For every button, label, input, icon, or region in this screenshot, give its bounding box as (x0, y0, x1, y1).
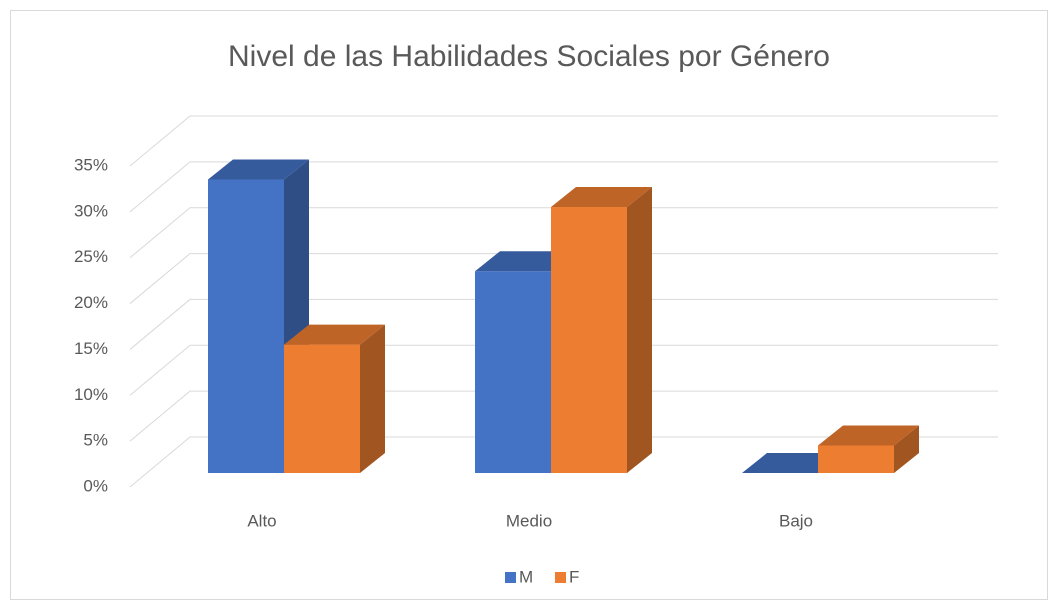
bar-top (284, 324, 385, 345)
bar-top (742, 453, 843, 473)
chart-title: Nivel de las Habilidades Sociales por Gé… (228, 40, 830, 73)
y-tick-label: 0% (83, 476, 108, 495)
bar-front (551, 207, 627, 473)
grid-line (129, 344, 998, 396)
grid-line (129, 161, 998, 213)
bar-top (208, 159, 309, 180)
grid-line (129, 253, 998, 304)
legend-swatch (505, 572, 516, 583)
x-tick-label: Bajo (779, 511, 813, 530)
grid-line (129, 115, 998, 167)
bar-front (208, 179, 284, 473)
y-tick-label: 5% (83, 431, 108, 450)
bar-top (551, 187, 652, 208)
y-tick-label: 30% (74, 201, 108, 220)
bar-top (818, 425, 919, 446)
y-tick-label: 15% (74, 339, 108, 358)
legend-label: F (569, 567, 579, 586)
bar-front (475, 271, 551, 473)
legend-swatch (555, 572, 566, 583)
bar-front (818, 445, 894, 473)
y-tick-label: 25% (74, 247, 108, 266)
x-tick-label: Alto (247, 511, 276, 530)
bar-side (894, 425, 919, 473)
y-tick-label: 35% (74, 155, 108, 174)
y-tick-label: 20% (74, 293, 108, 312)
legend-label: M (519, 567, 533, 586)
y-tick-label: 10% (74, 385, 108, 404)
grid-line (129, 390, 998, 442)
bar-top (475, 251, 576, 272)
grid-line (129, 298, 998, 350)
bar-side (627, 187, 652, 473)
grid-line (129, 436, 998, 488)
bar-side (360, 324, 385, 473)
x-tick-label: Medio (506, 511, 552, 530)
bar-front (284, 344, 360, 473)
grid-line (129, 207, 998, 259)
